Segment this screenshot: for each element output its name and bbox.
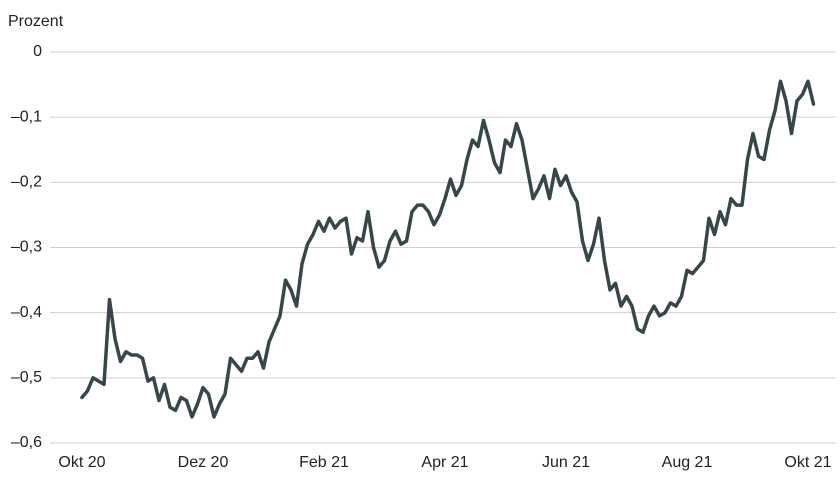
x-tick-label: Okt 20	[58, 454, 105, 471]
y-tick-label: –0,5	[11, 369, 42, 386]
x-tick-label: Okt 21	[784, 454, 831, 471]
x-tick-label: Jun 21	[542, 454, 590, 471]
x-tick-label: Aug 21	[662, 454, 713, 471]
y-axis-label: Prozent	[8, 13, 64, 30]
y-tick-label: –0,4	[11, 304, 42, 321]
y-tick-label: –0,2	[11, 174, 42, 191]
x-tick-label: Apr 21	[421, 454, 468, 471]
y-tick-label: –0,1	[11, 108, 42, 125]
y-tick-label: –0,3	[11, 239, 42, 256]
x-tick-label: Feb 21	[299, 454, 349, 471]
y-tick-label: 0	[33, 43, 42, 60]
data-line	[80, 79, 816, 419]
y-tick-label: –0,6	[11, 434, 42, 451]
x-tick-label: Dez 20	[178, 454, 229, 471]
